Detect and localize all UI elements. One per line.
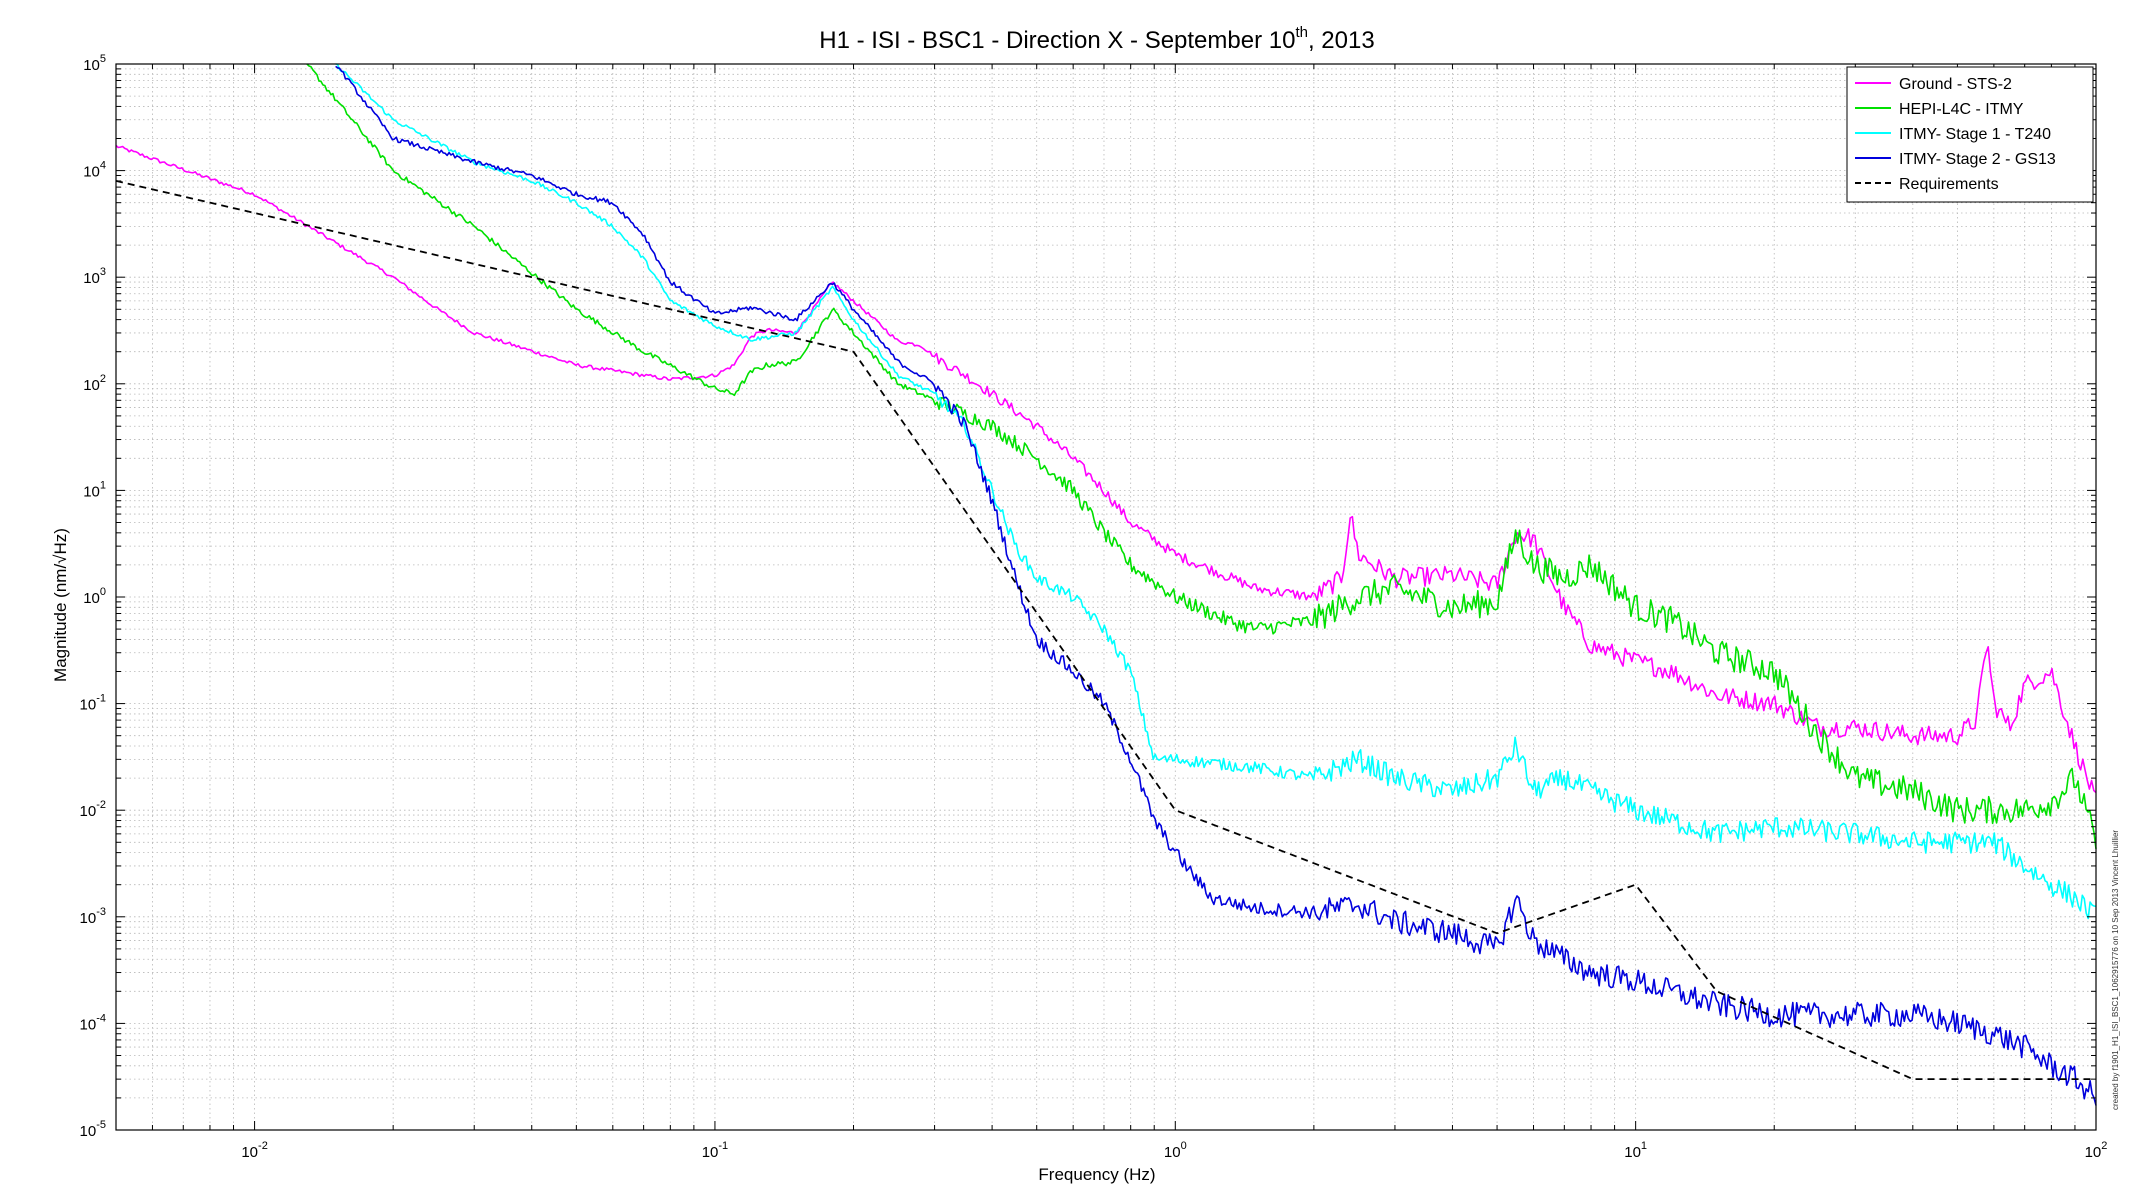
y-tick-label: 105 — [83, 53, 106, 74]
x-tick-label: 10-1 — [702, 1140, 728, 1161]
y-tick-label: 100 — [83, 586, 106, 607]
legend-label: HEPI-L4C - ITMY — [1899, 101, 2024, 118]
x-tick-label: 102 — [2085, 1140, 2108, 1161]
y-tick-label: 10-4 — [80, 1012, 106, 1033]
y-tick-label: 104 — [83, 160, 106, 181]
legend-box — [1846, 66, 2094, 203]
x-axis-label: Frequency (Hz) — [1038, 1165, 1155, 1184]
x-tick-label: 101 — [1624, 1140, 1647, 1161]
series-line-3 — [335, 65, 2097, 1106]
series-line-2 — [335, 63, 2097, 920]
legend: Ground - STS-2 HEPI-L4C - ITMY ITMY- Stage… — [1846, 66, 2094, 203]
y-tick-label: 10-2 — [80, 799, 106, 820]
y-axis-label: Magnitude (nm/√Hz) — [51, 528, 70, 682]
x-tick-label: 100 — [1164, 1140, 1187, 1161]
chart-title: H1 - ISI - BSC1 - Direction X - Septembe… — [819, 24, 1374, 54]
plot-series — [115, 63, 2097, 1106]
y-tick-label: 103 — [83, 266, 106, 287]
series-line-0 — [115, 144, 2097, 794]
legend-label: Ground - STS-2 — [1899, 76, 2012, 93]
legend-label: ITMY- Stage 2 - GS13 — [1899, 151, 2056, 168]
y-tick-label: 10-1 — [80, 693, 106, 714]
legend-label: ITMY- Stage 1 - T240 — [1899, 126, 2051, 143]
y-tick-label: 10-5 — [80, 1119, 106, 1140]
y-tick-label: 102 — [83, 373, 106, 394]
side-annotation: created by f1901_H1_ISI_BSC1_1062915776 … — [2111, 830, 2120, 1110]
legend-label: Requirements — [1899, 176, 1999, 193]
grid — [115, 63, 2097, 1131]
series-line-1 — [306, 63, 2097, 849]
y-tick-label: 10-3 — [80, 906, 106, 927]
x-tick-label: 10-2 — [241, 1140, 267, 1161]
y-tick-label: 101 — [83, 479, 106, 500]
